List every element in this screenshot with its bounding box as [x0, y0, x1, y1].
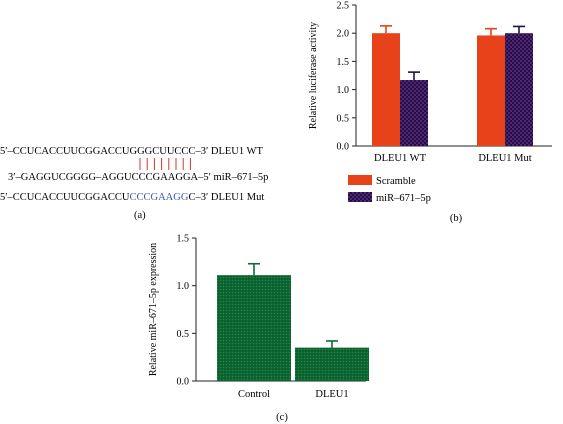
seq-wt-part3: –3′ DLEU1 WT	[194, 146, 263, 157]
seq-mut-part1: 5′–CCUCACCUUCGGACCU	[0, 192, 130, 203]
bar	[372, 33, 400, 147]
seq-mut-part2: CCCGAAGG	[130, 192, 189, 203]
legend-swatch	[348, 175, 372, 185]
seq-mut-part3: C–3′ DLEU1 Mut	[188, 192, 264, 203]
y-tick-label: 2.0	[337, 29, 350, 40]
chart-c: 0.0 0.5 1.0 1.5 Relative miR–671–5p expressi…	[148, 234, 369, 423]
bar	[295, 347, 369, 381]
y-tick-label: 2.5	[337, 1, 350, 12]
base-pair-lines	[139, 158, 191, 170]
bar	[477, 35, 505, 146]
seq-wt-part2: GGGCUUCCC	[130, 146, 196, 157]
y-axis-label: Relative miR–671–5p expression	[148, 243, 159, 376]
legend-entry: miR–671–5p	[376, 193, 431, 204]
y-tick-label: 1.0	[337, 85, 350, 96]
x-tick-label: DLEU1	[315, 389, 348, 400]
y-tick-label: 0.0	[177, 377, 190, 388]
seq-dleu1-mut: 5′–CCUCACCUUCGGACCUCCCGAAGGC–3′ DLEU1 Mu…	[0, 192, 264, 203]
panel-a: 5′–CCUCACCUUCGGACCUGGGCUUCCC–3′ DLEU1 WT…	[0, 146, 268, 221]
y-tick-label: 1.5	[177, 234, 190, 245]
bar	[217, 275, 291, 381]
panel-b-label: (b)	[450, 213, 463, 224]
seq-mir-671-5p: 3′–GAGGUCGGGG–AGGUCCCGAAGGA–5′ miR–671–5…	[8, 172, 268, 183]
y-tick-label: 1.0	[177, 281, 190, 292]
panel-a-label: (a)	[134, 210, 146, 221]
legend-entry: Scramble	[376, 176, 416, 187]
legend-swatch	[348, 192, 372, 202]
x-tick-label: DLEU1 Mut	[478, 153, 531, 164]
x-tick-label: Control	[238, 389, 270, 400]
seq-mir-part1: 3′–GAGGUCGGGG–AGGUCCCGAAGGA–5′ miR–671–5…	[8, 172, 268, 183]
chart-b: 0.0 0.5 1.0 1.5 2.0 2.5 Relative luciferase ac…	[308, 1, 552, 224]
seq-dleu1-wt: 5′–CCUCACCUUCGGACCUGGGCUUCCC–3′ DLEU1 WT	[0, 146, 263, 157]
seq-wt-part1: 5′–CCUCACCUUCGGACCU	[0, 146, 130, 157]
y-tick-label: 0.5	[177, 329, 190, 340]
x-tick-label: DLEU1 WT	[374, 153, 427, 164]
y-tick-label: 0.0	[337, 142, 350, 153]
y-tick-label: 1.5	[337, 57, 350, 68]
y-axis-label: Relative luciferase activity	[308, 22, 319, 129]
bar	[400, 80, 428, 146]
bar	[505, 33, 533, 147]
y-tick-label: 0.5	[337, 113, 350, 124]
panel-c-label: (c)	[276, 412, 288, 423]
